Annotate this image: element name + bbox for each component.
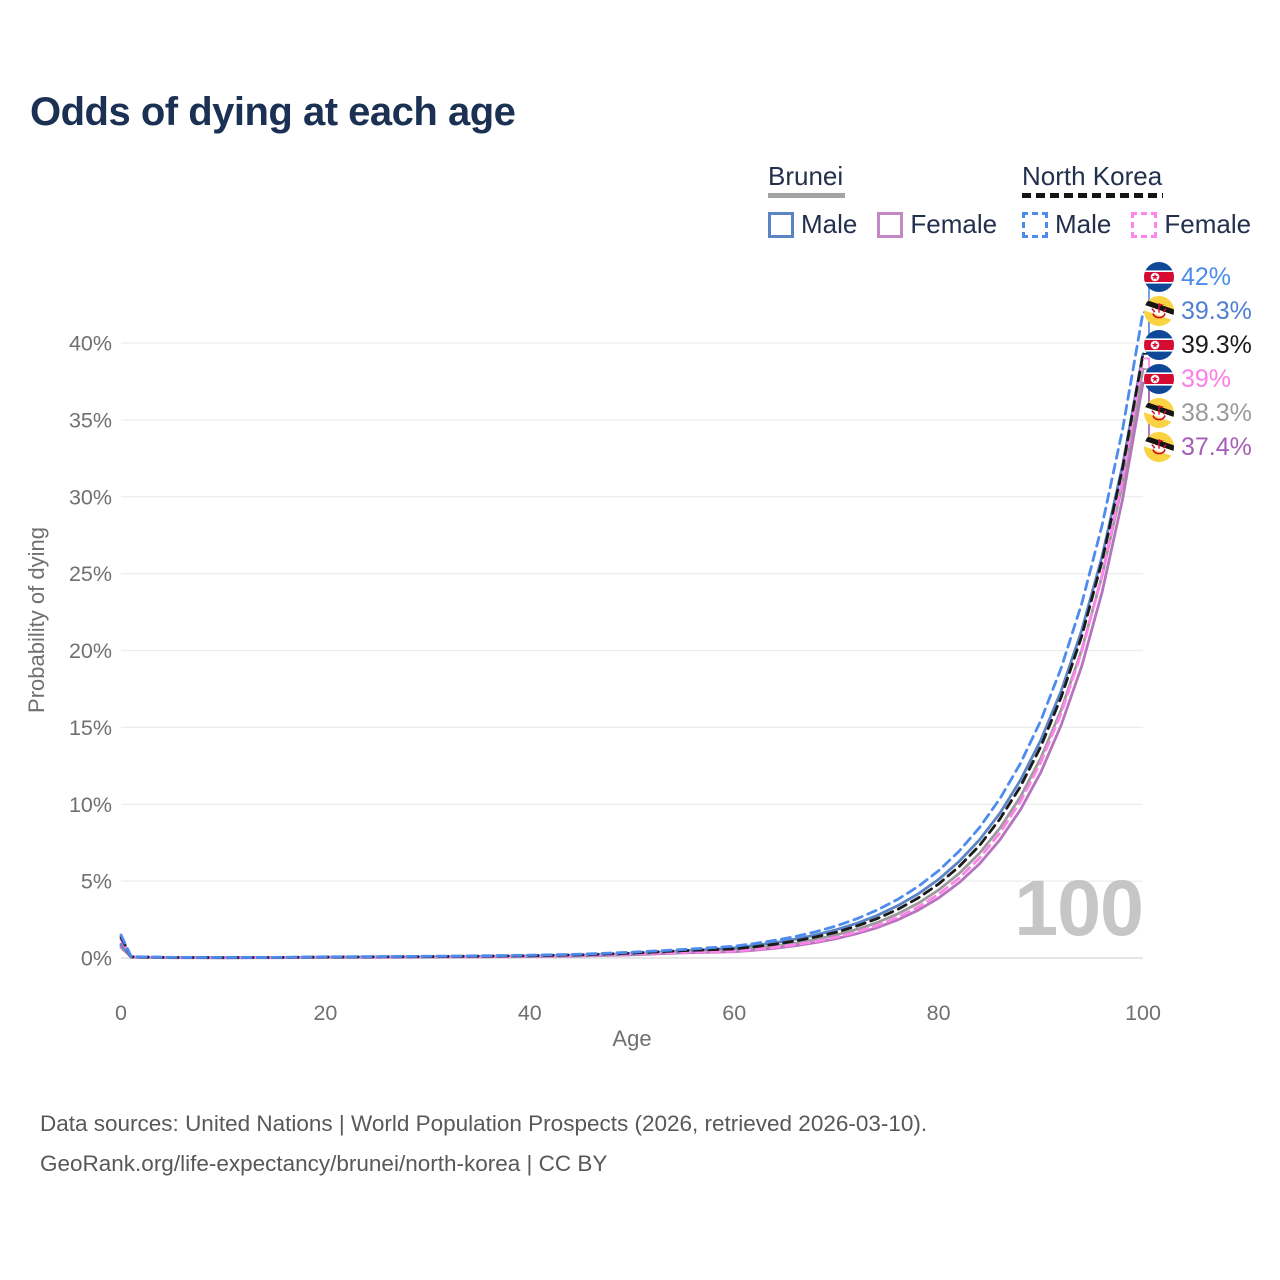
y-tick-label: 30% [69,485,112,509]
y-tick-label: 35% [69,408,112,432]
legend-underline-brunei [768,193,845,198]
legend-label: Female [910,209,998,239]
data-source-line: Data sources: United Nations | World Pop… [40,1111,928,1136]
y-axis-title: Probability of dying [24,527,49,713]
y-tick-label: 5% [81,870,112,894]
end-label-value: 39.3% [1181,296,1252,325]
end-label-value: 42% [1181,262,1232,291]
legend-label: Female [1164,209,1252,239]
north-korea-flag-icon [1144,364,1174,394]
legend-country-brunei: Brunei [768,161,844,191]
x-tick-label: 60 [722,1001,746,1025]
y-tick-label: 0% [81,947,112,971]
end-label-value: 38.3% [1181,398,1252,427]
brunei-flag-icon [1144,296,1174,326]
legend-item-nk-female[interactable]: Female [1131,209,1251,240]
legend-group-brunei: Brunei Male Female [768,162,997,240]
brunei-flag-icon [1144,432,1174,462]
brunei-male-swatch [768,211,794,238]
legend-item-brunei-male[interactable]: Male [768,209,857,240]
end-label-row: 39% [1144,364,1231,394]
x-tick-label: 100 [1125,1001,1161,1025]
legend-underline-north-korea [1022,193,1163,198]
end-label-row: 39.3% [1144,330,1252,360]
y-tick-label: 25% [69,562,112,586]
end-label-value: 37.4% [1181,432,1252,461]
y-tick-label: 40% [69,332,112,356]
north-korea-flag-icon [1144,262,1174,292]
end-label-row: 37.4% [1144,432,1252,462]
brunei-flag-icon [1144,398,1174,428]
attribution-line: GeoRank.org/life-expectancy/brunei/north… [40,1151,608,1176]
brunei-female-swatch [877,211,904,238]
y-tick-label: 10% [69,793,112,817]
end-label-row: 39.3% [1144,296,1252,326]
nk-male-swatch [1022,211,1048,238]
y-tick-label: 20% [69,639,112,663]
page-title: Odds of dying at each age [30,90,516,134]
legend-country-north-korea: North Korea [1022,161,1163,191]
north-korea-flag-icon [1144,330,1174,360]
age-watermark: 100 [1014,863,1144,952]
footer: Data sources: United Nations | World Pop… [40,1104,927,1184]
legend-group-north-korea: North Korea Male Female [1022,162,1251,240]
end-label-row: 42% [1144,262,1231,292]
nk-female-swatch [1131,211,1158,238]
y-tick-label: 15% [69,716,112,740]
series-line-nk_male [119,310,1145,959]
end-label-value: 39% [1181,364,1232,393]
legend-item-nk-male[interactable]: Male [1022,209,1111,240]
end-label-row: 38.3% [1144,398,1252,428]
x-tick-label: 0 [115,1001,127,1025]
x-tick-label: 40 [518,1001,542,1025]
x-axis-title: Age [612,1026,651,1051]
x-tick-label: 80 [927,1001,951,1025]
x-tick-label: 20 [313,1001,337,1025]
legend-label: Male [801,209,858,239]
legend-item-brunei-female[interactable]: Female [877,209,997,240]
end-label-value: 39.3% [1181,330,1252,359]
legend-label: Male [1055,209,1112,239]
